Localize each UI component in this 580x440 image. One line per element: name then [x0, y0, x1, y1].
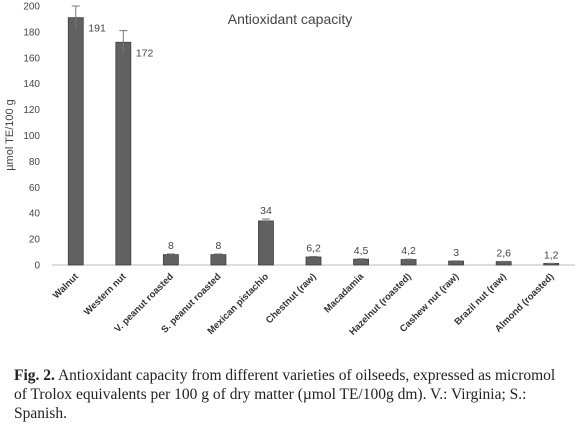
bar — [162, 254, 179, 266]
y-tick-label: 80 — [29, 157, 41, 168]
bar — [115, 41, 132, 266]
y-axis-ticks: 0 20 40 60 80 100 120 140 160 180 200 — [23, 2, 40, 272]
data-label: 8 — [168, 240, 174, 252]
bar — [305, 256, 322, 266]
caption-label: Fig. 2. — [14, 367, 55, 384]
data-label: 6,2 — [306, 242, 321, 254]
x-tick-label: Walnut — [51, 271, 82, 302]
bar-chart: Antioxidant capacity µmol TE/100 g 0 20 40… — [4, 2, 575, 338]
y-tick-label: 140 — [23, 79, 40, 90]
data-label: 8 — [215, 240, 221, 252]
y-tick-label: 20 — [29, 235, 41, 246]
data-label: 4,2 — [401, 245, 416, 257]
chart-title: Antioxidant capacity — [228, 11, 353, 27]
y-tick-label: 180 — [23, 27, 40, 38]
bar — [210, 254, 227, 266]
bar — [448, 260, 465, 266]
data-label: 4,5 — [354, 245, 369, 257]
x-tick-label: Chestnut (raw) — [264, 271, 319, 326]
y-tick-label: 100 — [23, 131, 40, 142]
bar — [495, 261, 512, 266]
bar — [400, 259, 417, 266]
bar — [258, 220, 274, 266]
data-label: 2,6 — [496, 247, 511, 259]
data-label: 34 — [260, 205, 272, 217]
x-tick-label: Western nut — [82, 271, 129, 318]
bar — [67, 17, 84, 266]
bars: 191 172 8 8 34 6,2 4,5 4,2 3 2,6 1,2 — [67, 5, 560, 266]
y-tick-label: 200 — [23, 2, 40, 13]
y-axis-label: µmol TE/100 g — [4, 99, 16, 171]
y-tick-label: 60 — [29, 183, 41, 194]
y-tick-label: 160 — [23, 53, 40, 64]
data-label: 191 — [88, 23, 106, 35]
data-label: 172 — [136, 47, 154, 59]
y-tick-label: 120 — [23, 105, 40, 116]
data-label: 1,2 — [544, 249, 559, 261]
y-tick-label: 40 — [29, 209, 41, 220]
x-tick-label: Macadamia — [322, 271, 367, 316]
y-tick-label: 0 — [34, 261, 40, 272]
caption-text: Antioxidant capacity from different vari… — [14, 367, 556, 422]
figure-caption: Fig. 2. Antioxidant capacity from differ… — [14, 366, 570, 423]
chart-area: Antioxidant capacity µmol TE/100 g 0 20 40… — [4, 2, 575, 338]
bar — [353, 258, 369, 266]
data-label: 3 — [453, 247, 459, 259]
